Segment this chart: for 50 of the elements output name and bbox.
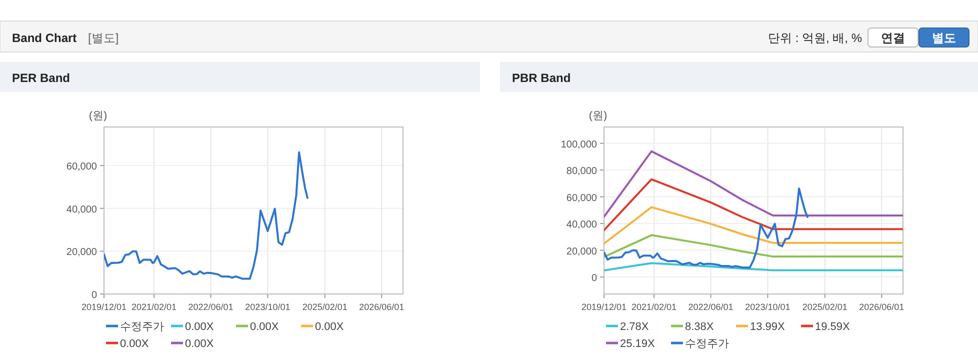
x-tick-label: 2021/02/01	[132, 302, 177, 312]
y-tick-label: 40,000	[66, 204, 98, 216]
x-tick-label: 2026/06/01	[859, 302, 904, 312]
legend-label: 13.99X	[750, 321, 786, 333]
line-series	[604, 150, 903, 218]
x-tick-label: 2019/12/01	[81, 302, 127, 312]
line-series	[604, 206, 903, 245]
legend-label: 25.19X	[620, 338, 656, 350]
y-tick-label: 20,000	[66, 247, 98, 258]
legend-label: 0.00X	[185, 338, 214, 350]
x-tick-label: 2022/06/01	[188, 302, 234, 312]
y-tick-label: 40,000	[566, 220, 598, 231]
x-tick-label: 2025/02/01	[302, 302, 348, 312]
legend-label: 0.00X	[185, 321, 214, 333]
y-axis-title: (원)	[588, 110, 608, 122]
line-series	[104, 151, 308, 280]
legend-label: 19.59X	[815, 321, 851, 333]
x-tick-label: 2026/06/01	[359, 302, 404, 312]
y-tick-label: 100,000	[560, 139, 598, 150]
text: 연결	[881, 31, 905, 45]
y-tick-label: 60,000	[66, 162, 98, 173]
legend-label: 수정주가	[685, 338, 729, 350]
legend-label: 0.00X	[120, 338, 150, 350]
x-tick-label: 2019/12/01	[581, 302, 627, 312]
y-tick-label: 0	[591, 273, 598, 284]
x-tick-label: 2022/06/01	[688, 302, 734, 312]
line-series	[604, 234, 903, 258]
y-tick-label: 80,000	[566, 166, 598, 178]
x-tick-label: 2023/10/01	[745, 302, 790, 312]
x-tick-label: 2021/02/01	[632, 302, 677, 312]
x-tick-label: 2023/10/01	[245, 302, 290, 312]
legend-label: 2.78X	[620, 321, 650, 333]
y-axis-title: (원)	[88, 110, 108, 122]
text: 단위 : 억원, 배, %	[768, 31, 862, 45]
text: 별도	[932, 31, 956, 45]
chart-title: PBR Band	[512, 71, 571, 85]
line-series	[604, 178, 903, 232]
text: [별도]	[88, 31, 119, 45]
chart-title: PER Band	[12, 71, 70, 85]
y-tick-label: 60,000	[566, 192, 598, 204]
line-series	[604, 262, 903, 272]
y-tick-label: 20,000	[566, 246, 598, 258]
legend-label: 0.00X	[315, 321, 344, 333]
line-series	[604, 188, 808, 269]
text: Band Chart	[12, 31, 77, 45]
y-tick-label: 0	[91, 290, 98, 301]
legend-label: 수정주가	[120, 321, 164, 333]
legend-label: 0.00X	[250, 321, 280, 333]
x-tick-label: 2025/02/01	[802, 302, 848, 312]
legend-label: 8.38X	[685, 321, 714, 333]
